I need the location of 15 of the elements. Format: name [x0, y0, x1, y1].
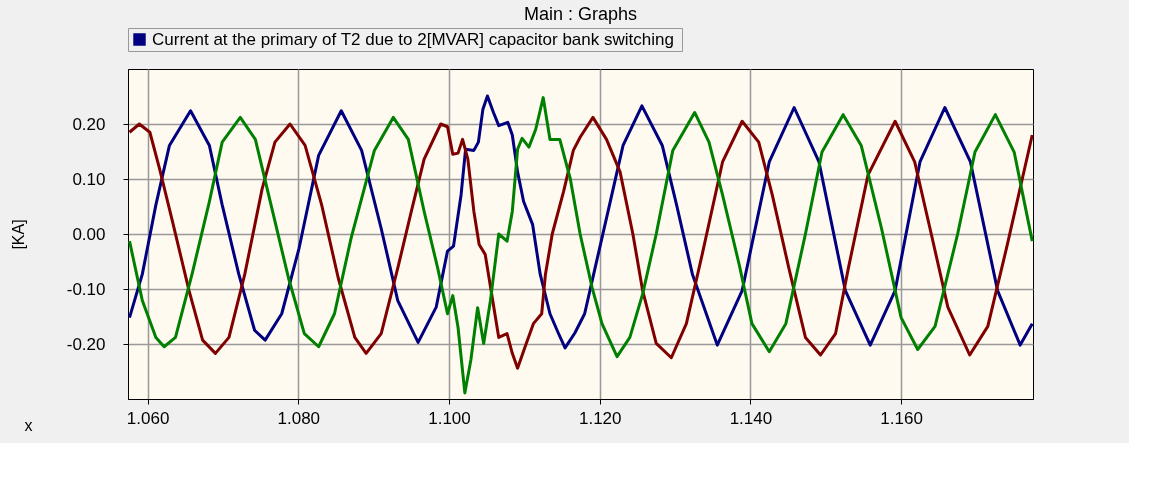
x-tick-label: 1.060	[126, 408, 170, 428]
x-tick-label: 1.160	[880, 408, 923, 428]
y-tick-label: -0.10	[66, 279, 106, 299]
legend-label: Current at the primary of T2 due to 2[MVAR] capacitor bank switching	[152, 29, 674, 49]
x-tick-label: 1.080	[277, 408, 321, 428]
chart-title: Main : Graphs	[523, 3, 638, 24]
y-tick-label: 0.10	[72, 169, 106, 189]
y-tick-label: -0.20	[66, 334, 106, 354]
y-axis-title: [KA]	[9, 219, 27, 250]
x-tick-label: 1.120	[578, 408, 622, 428]
y-tick-label: 0.20	[72, 114, 106, 134]
y-tick-label: 0.00	[72, 224, 106, 244]
x-tick-label: 1.100	[428, 408, 471, 428]
x-tick-label: 1.140	[729, 408, 773, 428]
x-axis-title: x	[24, 416, 33, 434]
